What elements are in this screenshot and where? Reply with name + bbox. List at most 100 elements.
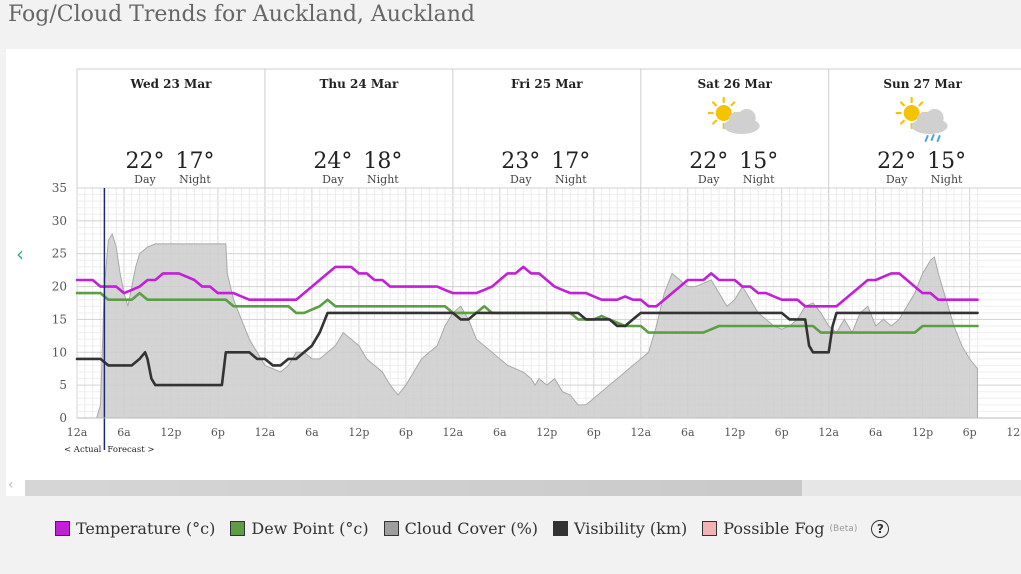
day-high-temp: 23° bbox=[501, 149, 540, 174]
y-tick-label: 10 bbox=[52, 345, 67, 359]
night-label: Night bbox=[179, 173, 211, 186]
legend-swatch-possible-fog bbox=[702, 521, 718, 536]
previous-days-button[interactable]: ‹ bbox=[16, 242, 24, 266]
legend-item-visibility[interactable]: Visibility (km) bbox=[553, 519, 687, 538]
day-high-temp: 22° bbox=[125, 149, 164, 174]
day-label: Day bbox=[322, 173, 344, 186]
actual-label: < Actual bbox=[64, 445, 102, 455]
x-tick-label: 12a bbox=[818, 426, 839, 439]
x-tick-label: 12p bbox=[912, 426, 933, 439]
series-cloud-area bbox=[77, 232, 978, 419]
night-label: Night bbox=[555, 173, 587, 186]
legend-swatch-cloud-cover bbox=[383, 521, 399, 536]
x-tick-label: 6p bbox=[211, 426, 225, 439]
legend-item-cloud-cover[interactable]: Cloud Cover (%) bbox=[383, 519, 539, 538]
series-lines-layer bbox=[75, 265, 979, 387]
legend-label: Temperature (°c) bbox=[76, 519, 216, 538]
legend-item-possible-fog[interactable]: Possible Fog (Beta) ? bbox=[702, 519, 890, 538]
rain-drop bbox=[936, 135, 941, 142]
y-tick-label: 0 bbox=[59, 411, 67, 425]
sun-cloud-rain-icon bbox=[895, 96, 948, 142]
night-label: Night bbox=[743, 173, 775, 186]
day-date: Sat 26 Mar bbox=[698, 77, 773, 91]
day-high-temp: 22° bbox=[877, 149, 916, 174]
night-label: Night bbox=[367, 173, 399, 186]
day-label: Day bbox=[510, 173, 532, 186]
day-headers: Wed 23 Mar 22° 17° Day Night Thu 24 Mar 24° 18°… bbox=[76, 68, 1021, 418]
y-tick-label: 20 bbox=[52, 280, 67, 294]
y-tick-label: 30 bbox=[52, 214, 67, 228]
night-low-temp: 17° bbox=[175, 149, 214, 174]
sun-ray bbox=[918, 101, 924, 107]
y-tick-label: 25 bbox=[52, 247, 67, 261]
y-tick-label: 5 bbox=[59, 378, 67, 392]
legend-swatch-dew-point bbox=[230, 521, 246, 536]
day-label: Day bbox=[886, 173, 908, 186]
scroll-left-icon[interactable]: ‹ bbox=[8, 477, 14, 493]
beta-badge: (Beta) bbox=[829, 523, 858, 534]
legend-item-dew-point[interactable]: Dew Point (°c) bbox=[230, 519, 369, 538]
x-tick-label: 12p bbox=[536, 426, 557, 439]
sun-ray bbox=[712, 101, 718, 107]
night-low-temp: 15° bbox=[739, 149, 778, 174]
x-tick-label: 6p bbox=[775, 426, 789, 439]
series-temperature-line bbox=[75, 265, 979, 308]
forecast-label: Forecast > bbox=[107, 445, 154, 455]
x-tick-label: 12a bbox=[630, 426, 651, 439]
cloud-puff bbox=[737, 109, 756, 127]
day-high-temp: 22° bbox=[689, 149, 728, 174]
cloud-puff bbox=[925, 109, 944, 127]
day-date: Wed 23 Mar bbox=[129, 77, 212, 91]
chart-axes: < Actual Forecast > 0 5 10 15 20 25 30 35 12a 6a 12p… bbox=[52, 181, 1021, 455]
rain-drop bbox=[924, 135, 929, 142]
sun-ray bbox=[730, 101, 736, 107]
day-date: Sun 27 Mar bbox=[883, 77, 962, 91]
x-tick-label: 12a bbox=[67, 426, 88, 439]
night-low-temp: 15° bbox=[927, 149, 966, 174]
x-tick-label: 6p bbox=[399, 426, 413, 439]
sun-disc bbox=[903, 105, 920, 121]
rain-drop bbox=[930, 134, 935, 141]
cloud-cover-layer bbox=[77, 232, 978, 419]
page-title: Fog/Cloud Trends for Auckland, Auckland bbox=[8, 2, 476, 27]
x-tick-label: 12p bbox=[724, 426, 745, 439]
sun-ray bbox=[712, 119, 718, 125]
chart-scrollbar[interactable] bbox=[25, 480, 1021, 496]
day-high-temp: 24° bbox=[313, 149, 352, 174]
x-tick-label: 12p bbox=[348, 426, 369, 439]
x-tick-label: 6p bbox=[587, 426, 601, 439]
day-date: Thu 24 Mar bbox=[319, 77, 398, 91]
day-label: Day bbox=[698, 173, 720, 186]
legend-label: Visibility (km) bbox=[574, 519, 688, 538]
help-icon[interactable]: ? bbox=[871, 519, 890, 538]
sun-ray bbox=[899, 119, 905, 125]
legend-item-temperature[interactable]: Temperature (°c) bbox=[55, 519, 215, 538]
x-tick-label: 12a bbox=[1006, 426, 1021, 439]
x-tick-label: 6a bbox=[869, 426, 883, 439]
y-tick-label: 35 bbox=[52, 181, 67, 195]
x-tick-label: 12p bbox=[160, 426, 181, 439]
legend-label: Dew Point (°c) bbox=[251, 519, 369, 538]
x-tick-label: 12a bbox=[255, 426, 276, 439]
fog-cloud-chart: Wed 23 Mar 22° 17° Day Night Thu 24 Mar 24° 18°… bbox=[52, 68, 1021, 455]
night-low-temp: 18° bbox=[363, 149, 402, 174]
legend-swatch-visibility bbox=[553, 521, 569, 536]
x-tick-label: 6a bbox=[681, 426, 695, 439]
scrollbar-thumb[interactable] bbox=[25, 480, 802, 496]
day-date: Fri 25 Mar bbox=[511, 77, 583, 91]
series-visibility-line bbox=[75, 311, 979, 387]
sun-disc bbox=[715, 105, 732, 121]
sun-cloud-icon bbox=[707, 96, 760, 134]
y-tick-label: 15 bbox=[52, 312, 67, 326]
legend-swatch-temperature bbox=[55, 521, 70, 536]
night-label: Night bbox=[931, 173, 963, 186]
x-tick-label: 6a bbox=[493, 426, 507, 439]
x-tick-label: 6p bbox=[963, 426, 977, 439]
legend-label: Possible Fog bbox=[723, 519, 825, 538]
x-tick-label: 6a bbox=[117, 426, 131, 439]
legend-label: Cloud Cover (%) bbox=[404, 519, 539, 538]
legend: Temperature (°c) Dew Point (°c) Cloud Co… bbox=[55, 519, 904, 538]
x-tick-label: 6a bbox=[305, 426, 319, 439]
x-tick-label: 12a bbox=[443, 426, 464, 439]
sun-ray bbox=[899, 101, 905, 107]
